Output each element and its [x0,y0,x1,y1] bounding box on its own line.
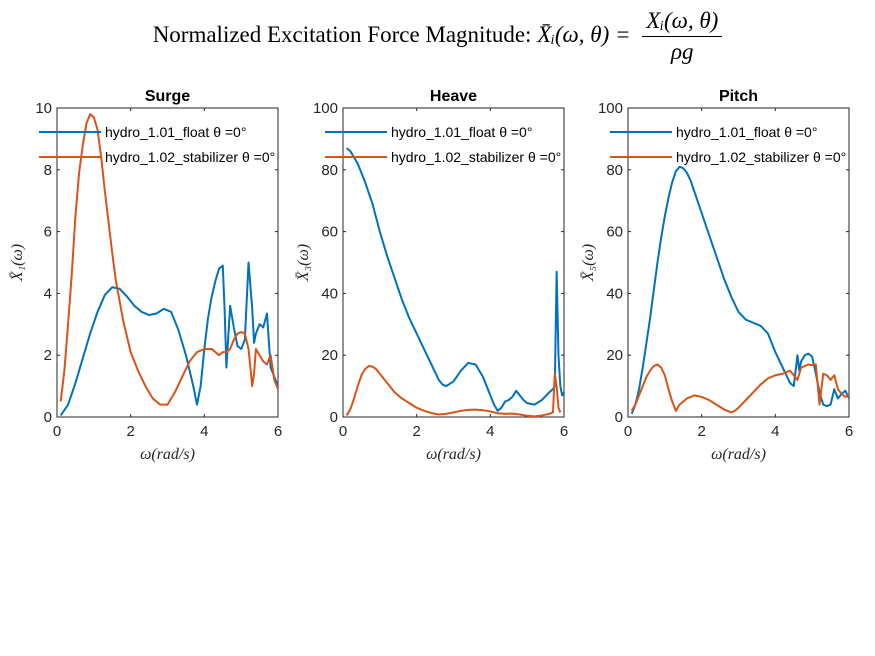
figure-title-denominator: ρg [671,39,694,64]
y-tick-label: 60 [606,224,623,241]
legend-entry: hydro_1.01_float θ =0° [676,124,817,140]
figure-title: Normalized Excitation Force Magnitude: X… [0,8,875,65]
x-axis-label: ω(rad/s) [711,446,766,463]
x-tick-label: 6 [845,423,853,440]
y-tick-label: 60 [321,224,338,241]
chart-title: Surge [145,88,190,105]
y-tick-label: 100 [313,100,338,117]
chart-surge: 0 2 4 6 0 2 4 6 8 10 Surge ω(rad/s) X̄₁(ω) hydro_1.01… [9,88,282,463]
chart-title: Pitch [719,88,758,105]
x-tick-label: 6 [274,423,282,440]
chart-heave: 0 2 4 6020406080100Heaveω(rad/s)X̄₃(ω)hydro… [295,88,568,463]
y-tick-label: 80 [321,162,338,179]
legend: hydro_1.01_float θ =0° hydro_1.02_stabili… [325,124,561,165]
legend-entry: hydro_1.02_stabilizer θ =0° [676,149,846,165]
y-tick-label: 100 [598,100,623,117]
plot-area [56,107,279,418]
series-line-stabilizer [345,365,562,417]
series-line-float [346,147,564,412]
x-tick-label: 2 [126,423,134,440]
chart-title: Heave [430,88,477,105]
figure-title-lhs: X̄ᵢ(ω, θ) = [537,21,631,47]
legend: hydro_1.01_float θ =0° hydro_1.02_stabili… [39,124,275,165]
figure-title-prefix: Normalized Excitation Force Magnitude: [152,21,532,47]
figure-title-fraction: Xᵢ(ω, θ) ρg [642,8,723,65]
x-tick-label: 4 [486,423,494,440]
y-tick-label: 80 [606,162,623,179]
y-tick-label: 0 [615,409,623,426]
y-tick-label: 10 [35,100,52,117]
legend-entry: hydro_1.01_float θ =0° [391,124,532,140]
x-axis-label: ω(rad/s) [140,446,195,463]
y-tick-label: 40 [606,285,623,302]
plot-area [342,107,565,418]
series-line-stabilizer [630,363,849,414]
y-axis-label: X̄₅(ω) [580,244,597,282]
legend: hydro_1.01_float θ =0° hydro_1.02_stabili… [610,124,846,165]
x-tick-label: 0 [339,423,347,440]
figure-title-numerator: Xᵢ(ω, θ) [642,8,723,37]
x-tick-label: 4 [771,423,779,440]
y-tick-label: 0 [330,409,338,426]
x-tick-label: 6 [560,423,568,440]
y-tick-label: 20 [606,347,623,364]
chart-pitch: 0 2 4 6020406080100Pitchω(rad/s)X̄₅(ω)hydro… [580,88,853,463]
x-tick-label: 2 [697,423,705,440]
y-tick-label: 8 [44,162,52,179]
y-axis-label: X̄₃(ω) [295,244,312,282]
series-line-float [59,261,278,417]
series-line-stabilizer [59,113,278,406]
x-tick-label: 0 [53,423,61,440]
legend-entry: hydro_1.02_stabilizer θ =0° [391,149,561,165]
y-tick-label: 2 [44,347,52,364]
y-axis-label: X̄₁(ω) [9,244,26,282]
y-tick-label: 20 [321,347,338,364]
legend-entry: hydro_1.01_float θ =0° [105,124,246,140]
x-axis-label: ω(rad/s) [426,446,481,463]
x-tick-label: 2 [412,423,420,440]
x-tick-label: 0 [624,423,632,440]
y-tick-label: 0 [44,409,52,426]
x-tick-label: 4 [200,423,208,440]
y-tick-label: 6 [44,224,52,241]
y-tick-label: 4 [44,285,52,302]
legend-entry: hydro_1.02_stabilizer θ =0° [105,149,275,165]
y-tick-label: 40 [321,285,338,302]
